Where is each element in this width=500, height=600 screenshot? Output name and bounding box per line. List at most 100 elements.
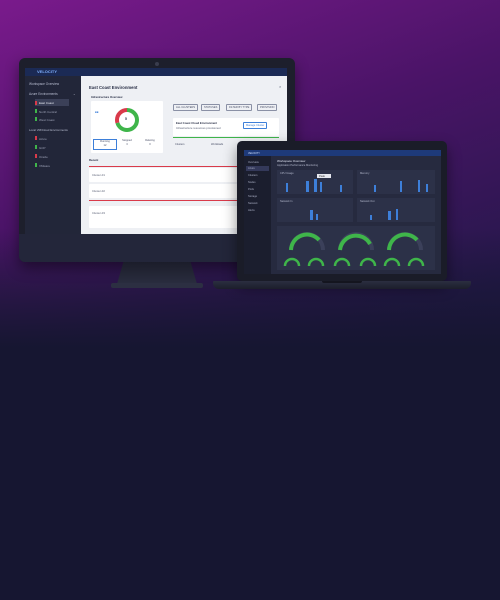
filter-all-clusters[interactable]: ALL CLUSTERS [173,104,199,111]
chart-spike [314,179,317,192]
stat-deleting[interactable]: Deleting 0 [139,139,161,148]
table-row[interactable]: Cluster-03 [89,206,279,228]
mini-gauge [307,257,325,267]
filter-statuses[interactable]: STATUSES [201,104,221,111]
status-indicator-green [35,163,37,167]
chart-spike [426,184,428,192]
spike-chart [280,177,350,192]
row-label: Cluster-01 [92,173,105,177]
monitor-stand [117,262,197,284]
chart-spike [388,211,391,220]
sidebar: Workspace Overview Azure Environments ⌄ … [25,76,81,234]
mini-gauge [383,257,401,267]
chart-panel: Memory [357,170,435,194]
chart-panel: Network In [277,198,353,222]
sidebar-item-vmware[interactable]: VMware [39,163,51,168]
filter-type[interactable]: FILTER BY TYPE [226,104,253,111]
stat-label: Deleting [145,139,155,142]
row-label: Cluster-03 [92,211,105,215]
sidebar-item-alerts[interactable]: Alerts [248,209,255,212]
sidebar-item-east-coast[interactable]: East Coast [39,101,54,105]
manage-cluster-button[interactable]: Manage Cluster [243,122,268,129]
chart-panel: CPU Usage [277,170,353,194]
donut-segment-critical [115,108,139,132]
brand-logo: VELOCITY [248,151,260,155]
gauge-row [289,232,423,251]
panel-title: Infrastructure Overview [91,95,123,99]
gauge-fill [289,232,321,251]
sidebar-item-pods[interactable]: Pods [248,188,254,191]
chart-tooltip: Peak [317,174,331,178]
page-title: Workspace Overview [277,159,306,163]
brand-logo: VELOCITY [37,69,58,74]
status-indicator-red [35,154,37,158]
infrastructure-card: ■■ 5 Running 12 Stopped 3 Deleting 0 [91,101,163,153]
sidebar-item-overview[interactable]: Overview [248,161,259,164]
top-navigation-bar [25,68,287,76]
sidebar-item-gcp[interactable]: GCP [39,145,46,150]
stat-running[interactable]: Running 12 [93,139,117,150]
sidebar-item-azure[interactable]: Azure [248,167,255,170]
spike-chart [280,205,350,220]
chart-spike [374,185,376,192]
sidebar-item-azure[interactable]: Azure [39,136,47,141]
chart-spike [396,209,398,220]
chart-spike [340,185,342,192]
sidebar-item-clusters[interactable]: Clusters [248,174,258,177]
sidebar-item-oracle[interactable]: Oracle [39,154,48,159]
sidebar-item-north-central[interactable]: North Central [39,109,57,114]
list-heading: Recent [89,158,99,162]
sidebar-title: Workspace Overview [29,82,60,86]
top-navigation-bar: VELOCITY [244,150,441,156]
sidebar-item-network[interactable]: Network [248,202,258,205]
chart-title: Network In [280,200,293,203]
notice-title: East Coast Cloud Environment [176,121,218,125]
chart-title: Network Out [360,200,375,203]
status-indicator-red [35,100,37,105]
sidebar: Overview Azure Clusters Nodes Pods Stora… [244,156,271,274]
stat-label: Stopped [122,139,132,142]
tooltip-text: Peak [319,174,325,178]
close-icon[interactable]: × [279,84,282,89]
status-indicator-green [35,117,37,121]
mini-gauge [333,257,351,267]
chart-spike [370,215,372,220]
table-row[interactable]: Cluster-02 [89,184,279,198]
sidebar-section-azure[interactable]: Azure Environments [29,92,58,96]
sidebar-item-west-coast[interactable]: West Coast [39,117,55,122]
dropdown-workloads[interactable]: Workloads [211,143,224,146]
stat-value: 3 [126,143,128,146]
stat-stopped[interactable]: Stopped 3 [116,139,138,148]
sidebar-item-selected[interactable] [246,166,269,171]
status-donut-chart [115,108,139,132]
chart-spike [310,210,313,220]
chart-title: CPU Usage [280,172,294,175]
chart-panel: Network Out [357,198,435,222]
sidebar-item-nodes[interactable]: Nodes [248,181,256,184]
gauge-panel [277,226,435,270]
mini-gauge [283,257,301,267]
chart-spike [286,183,288,192]
dropdown-clusters[interactable]: Clusters [175,143,185,146]
main-content: Workspace Overview Application Performan… [271,156,441,274]
sidebar-item-selected[interactable] [35,99,69,106]
sidebar-item-storage[interactable]: Storage [248,195,258,198]
sidebar-section-local[interactable]: Local VM/Cloud Environments [29,128,68,132]
laptop-base [213,281,471,289]
alert-divider [89,166,279,167]
notice-text: Infrastructure resources provisioned [176,126,221,130]
status-bar-green [173,137,279,138]
table-row[interactable]: Cluster-01 [89,168,279,182]
laptop-notch [322,281,362,283]
gauge-fill [338,233,372,251]
stat-label: Running [100,140,110,143]
filter-provision[interactable]: PROVISION [257,104,278,111]
webcam [155,62,159,66]
mini-gauge [359,257,377,267]
chart-spike [400,181,402,192]
page-subtitle: Application Performance Monitoring [277,164,319,167]
laptop-screen: VELOCITY Overview Azure Clusters Nodes P… [244,150,441,274]
spike-chart [360,177,432,192]
status-indicator-red [35,136,37,140]
chevron-down-icon[interactable]: ⌄ [73,92,76,96]
